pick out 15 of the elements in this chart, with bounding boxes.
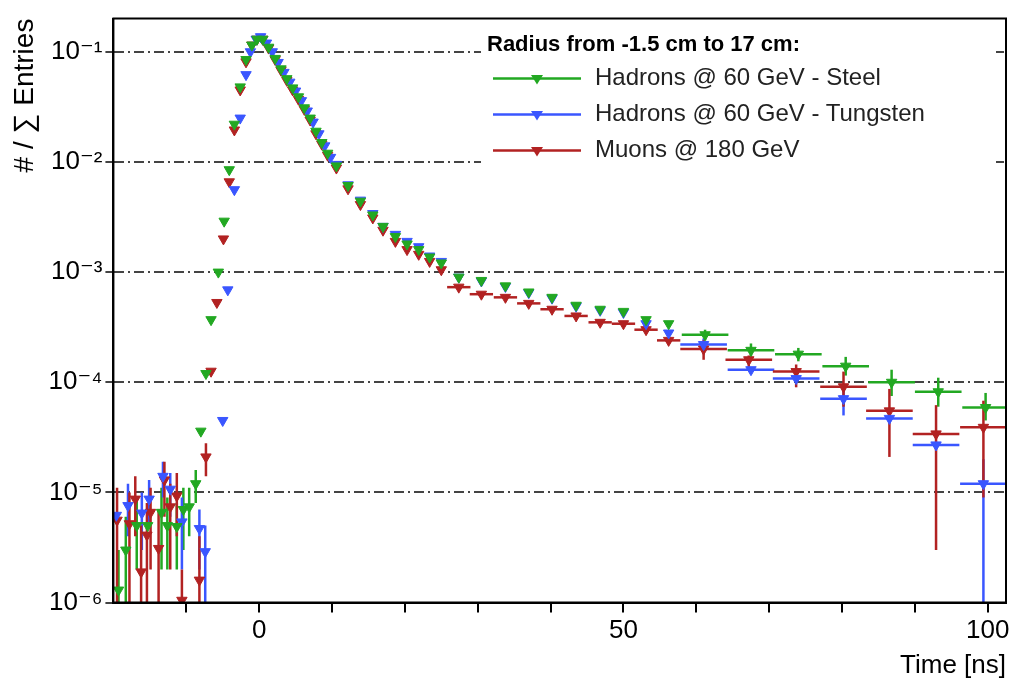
legend-title: Radius from -1.5 cm to 17 cm: [487,30,800,56]
legend-label: Hadrons @ 60 GeV - Tungsten [595,99,925,127]
x-tick-label: 50 [609,614,638,645]
x-tick-label: 0 [251,614,267,645]
x-axis-title: Time [ns] [900,648,1006,679]
y-tick-label: 10⁻⁶ [49,585,103,616]
y-tick-label: 10⁻³ [51,255,103,286]
y-tick-label: 10⁻¹ [51,34,103,65]
legend-label: Hadrons @ 60 GeV - Steel [595,63,881,91]
y-tick-label: 10⁻⁵ [48,475,103,506]
y-axis-title: # / ∑ Entries [7,18,39,173]
y-tick-label: 10⁻² [51,145,103,176]
x-tick-label: 100 [966,614,1010,645]
legend-label: Muons @ 180 GeV [595,135,800,163]
y-tick-label: 10⁻⁴ [48,365,103,396]
